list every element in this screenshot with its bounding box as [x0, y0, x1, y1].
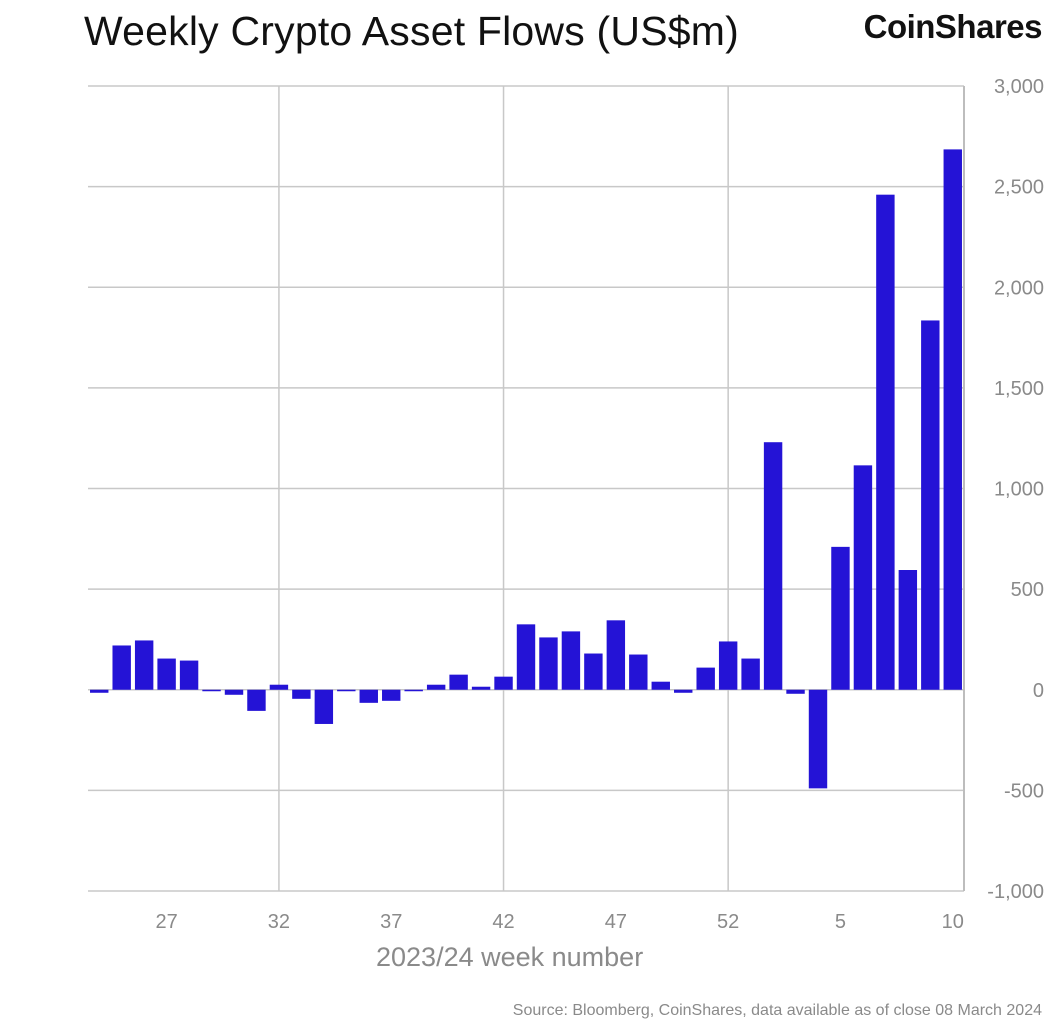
bar-week-10	[943, 149, 962, 690]
y-tick-label: 0	[1033, 680, 1044, 702]
x-tick-label: 37	[380, 911, 402, 933]
x-tick-label: 27	[155, 911, 177, 933]
bar-week-32	[269, 684, 289, 690]
bar-week-2	[763, 442, 783, 690]
bar-week-50	[674, 689, 693, 693]
x-tick-label: 32	[268, 911, 290, 933]
bar-week-42	[494, 676, 513, 690]
bar-week-5	[831, 546, 850, 690]
x-tick-label: 52	[717, 911, 739, 933]
bar-week-31	[247, 689, 266, 711]
x-tick-label: 5	[835, 911, 846, 933]
bar-week-35	[337, 689, 356, 692]
bar-week-33	[292, 689, 311, 699]
bar-week-46	[584, 653, 603, 690]
bars	[90, 149, 962, 789]
bar-week-28	[179, 660, 199, 690]
bar-week-41	[471, 686, 491, 690]
chart-title: Weekly Crypto Asset Flows (US$m)	[84, 8, 739, 54]
y-axis-ticks: 3,000 2,500 2,000 1,500 1,000 500 0 -500 -1,000	[987, 76, 1044, 903]
x-tick-label: 42	[492, 911, 514, 933]
bar-week-27	[157, 658, 176, 690]
bar-week-44	[539, 637, 558, 690]
bar-week-24	[90, 689, 109, 693]
y-tick-label: 1,500	[994, 378, 1044, 400]
x-tick-label: 47	[605, 911, 627, 933]
x-axis-label: 2023/24 week number	[376, 942, 644, 972]
bar-week-49	[651, 681, 670, 690]
y-tick-label: 3,000	[994, 76, 1044, 98]
y-tick-label: 2,500	[994, 177, 1044, 199]
bar-week-9	[921, 320, 940, 690]
bar-week-45	[561, 631, 581, 690]
bar-week-29	[202, 689, 221, 692]
y-tick-label: 1,000	[994, 479, 1044, 501]
y-tick-label: 500	[1011, 579, 1044, 601]
x-tick-label: 10	[942, 911, 964, 933]
bar-week-34	[314, 689, 334, 724]
bar-week-7	[876, 194, 895, 690]
gridlines	[88, 85, 965, 892]
bar-week-1	[741, 658, 760, 690]
coinshares-logo: CoinShares	[863, 8, 1043, 45]
bar-week-39	[426, 684, 446, 690]
source-note: Source: Bloomberg, CoinShares, data avai…	[512, 1002, 1042, 1019]
bar-week-26	[134, 640, 154, 690]
bar-week-47	[606, 620, 626, 690]
y-tick-label: -1,000	[987, 881, 1044, 903]
bar-week-8	[898, 570, 918, 690]
x-axis-ticks: 27 32 37 42 47 52 5 10	[155, 911, 963, 933]
bar-week-40	[449, 674, 468, 690]
bar-week-25	[112, 645, 131, 690]
bar-week-52	[718, 641, 738, 690]
y-tick-label: 2,000	[994, 277, 1044, 299]
bar-week-36	[359, 689, 378, 703]
bar-week-38	[404, 689, 423, 692]
bar-week-6	[853, 465, 873, 690]
bar-week-30	[224, 689, 244, 695]
bar-week-48	[629, 654, 648, 690]
bar-week-43	[516, 624, 536, 690]
bar-week-4	[808, 689, 828, 789]
bar-week-3	[786, 689, 805, 694]
y-tick-label: -500	[1004, 780, 1044, 802]
bar-week-37	[382, 689, 401, 701]
bar-week-51	[696, 667, 715, 690]
